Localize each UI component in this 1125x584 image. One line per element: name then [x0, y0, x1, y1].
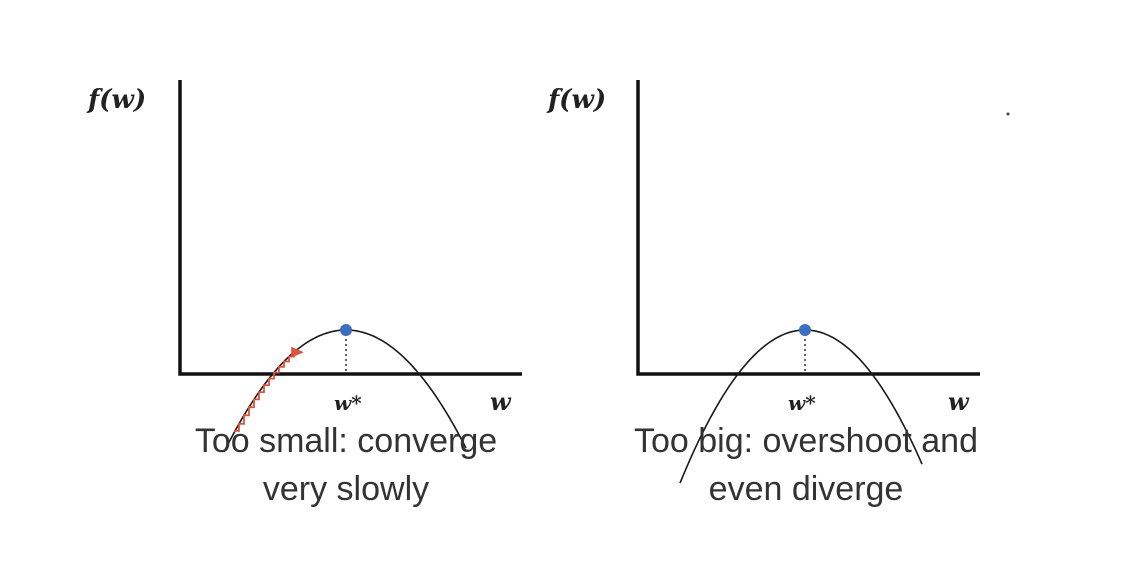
left-caption-line-2: very slowly: [263, 470, 429, 508]
stray-dot: [1006, 112, 1010, 116]
right-axes: [636, 80, 980, 376]
right-caption-line-1: Too big: overshoot and: [634, 422, 978, 460]
left-descent-path: [234, 346, 304, 432]
left-axes: [178, 80, 522, 376]
right-minimum-point: [799, 324, 811, 336]
left-x-axis-label: w: [490, 387, 512, 416]
left-panel: f(w) w* w Too small: converge very slowl…: [86, 80, 522, 508]
right-panel: f(w) w* w Too big: overshoot and even di…: [546, 80, 980, 508]
left-caption-line-1: Too small: converge: [195, 422, 497, 460]
left-y-axis-label: f(w): [86, 85, 146, 115]
left-minimum-label: w*: [334, 391, 362, 415]
right-y-axis-label: f(w): [546, 85, 606, 115]
right-minimum-label: w*: [788, 391, 816, 415]
right-caption-line-2: even diverge: [709, 470, 904, 508]
right-x-axis-label: w: [948, 387, 970, 416]
left-minimum-point: [340, 324, 352, 336]
